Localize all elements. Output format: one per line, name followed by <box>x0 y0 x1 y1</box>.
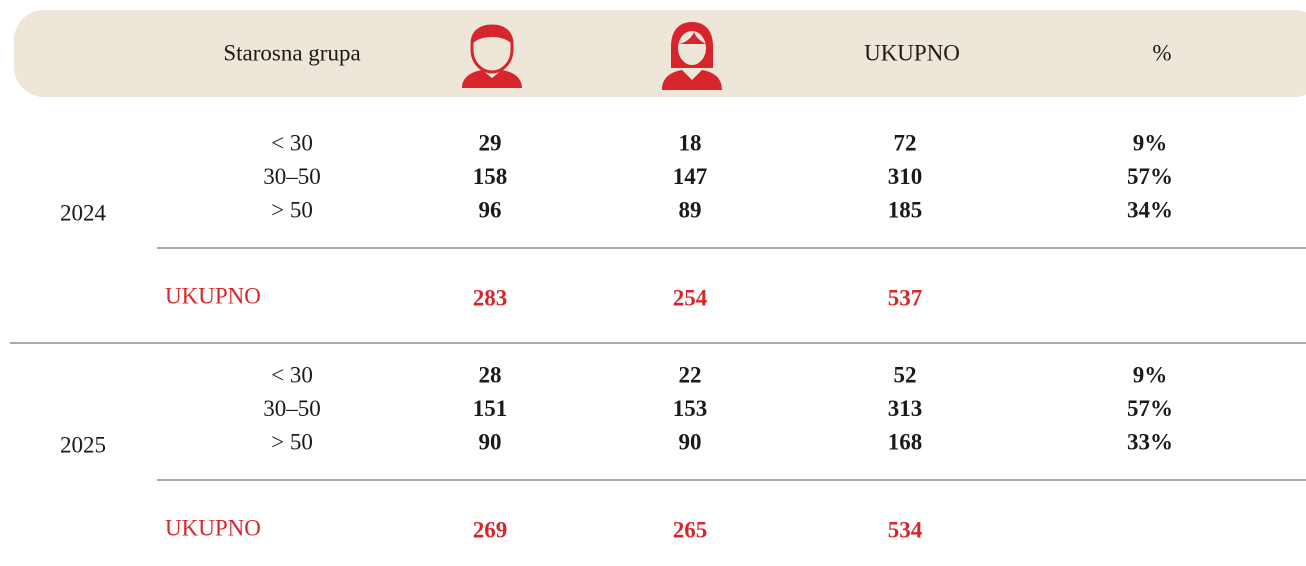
total-label: UKUPNO <box>165 515 261 540</box>
cell-value: 310 <box>888 164 923 189</box>
age-group: > 50 <box>271 429 313 454</box>
cell-value: 89 <box>679 197 702 222</box>
cell-value: 96 <box>479 197 502 222</box>
cell-value: 185 <box>888 197 923 222</box>
total-value: 269 <box>473 517 508 542</box>
total-value: 537 <box>888 285 923 310</box>
cell-value: 52 <box>894 362 917 387</box>
cell-value: 72 <box>894 130 917 155</box>
header-age: Starosna grupa <box>223 40 360 65</box>
cell-value: 57% <box>1127 396 1173 421</box>
year: 2024 <box>60 200 107 225</box>
age-group: 30–50 <box>263 164 321 189</box>
cell-value: 153 <box>673 396 708 421</box>
male-icon <box>462 24 522 88</box>
total-value: 254 <box>673 285 708 310</box>
cell-value: 313 <box>888 396 923 421</box>
cell-value: 158 <box>473 164 508 189</box>
cell-value: 22 <box>679 362 702 387</box>
year: 2025 <box>60 432 106 457</box>
total-label: UKUPNO <box>165 283 261 308</box>
cell-value: 57% <box>1127 164 1173 189</box>
cell-value: 9% <box>1133 130 1168 155</box>
female-icon <box>662 22 722 90</box>
cell-value: 147 <box>673 164 708 189</box>
header-percent: % <box>1152 40 1171 65</box>
cell-value: 28 <box>479 362 502 387</box>
cell-value: 90 <box>479 429 502 454</box>
cell-value: 29 <box>479 130 502 155</box>
cell-value: 168 <box>888 429 923 454</box>
cell-value: 90 <box>679 429 702 454</box>
age-group: > 50 <box>271 197 313 222</box>
cell-value: 151 <box>473 396 508 421</box>
total-value: 265 <box>673 517 708 542</box>
age-group: < 30 <box>271 362 313 387</box>
header-total: UKUPNO <box>864 40 960 65</box>
cell-value: 34% <box>1127 197 1173 222</box>
age-group: < 30 <box>271 130 313 155</box>
total-value: 534 <box>888 517 923 542</box>
cell-value: 18 <box>679 130 702 155</box>
header-band <box>14 10 1306 97</box>
total-value: 283 <box>473 285 508 310</box>
age-group: 30–50 <box>263 396 321 421</box>
cell-value: 9% <box>1133 362 1168 387</box>
cell-value: 33% <box>1127 429 1173 454</box>
